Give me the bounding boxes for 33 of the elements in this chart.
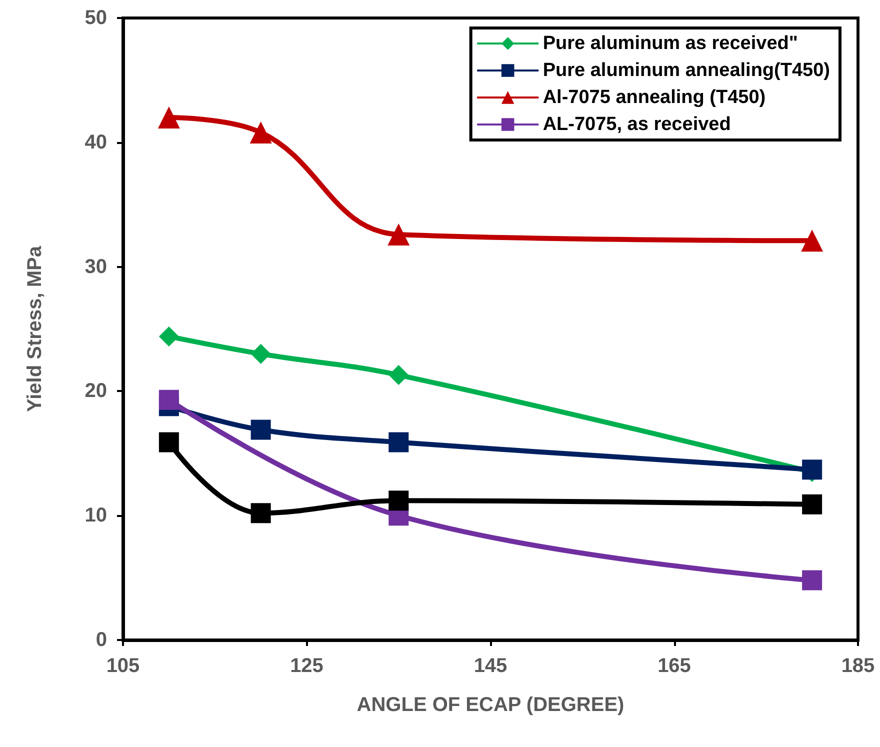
point [158, 326, 179, 346]
legend-label: AL-7075, as received [542, 114, 731, 135]
x-tick-label: 105 [106, 655, 140, 677]
point [250, 121, 272, 144]
y-tick-label: 40 [84, 131, 107, 154]
point [802, 460, 822, 480]
y-tick-label: 0 [96, 629, 107, 651]
point [250, 420, 271, 440]
point [802, 570, 822, 590]
x-tick-label: 125 [290, 655, 324, 677]
x-tick-label: 145 [474, 655, 508, 677]
point [388, 432, 409, 452]
y-tick-label: 30 [84, 256, 107, 278]
y-axis-title: Yield Stress, MPa [24, 245, 46, 412]
point [388, 365, 409, 386]
point [802, 494, 822, 514]
point [158, 106, 180, 129]
legend-label: Pure aluminum as received" [542, 33, 798, 54]
x-axis-title: ANGLE OF ECAP (DEGREE) [356, 694, 624, 716]
y-tick-label: 10 [84, 504, 107, 527]
point [388, 490, 409, 511]
point [158, 432, 179, 452]
x-tick-label: 165 [658, 655, 691, 677]
point [158, 390, 179, 410]
x-tick-label: 185 [841, 655, 875, 677]
point [250, 503, 271, 524]
y-tick-label: 50 [84, 7, 107, 29]
point [801, 230, 824, 252]
point [250, 344, 271, 364]
legend-label: Al-7075 annealing (T450) [542, 87, 766, 108]
point [388, 223, 410, 246]
legend-label: Pure aluminum annealing(T450) [542, 60, 830, 81]
y-tick-label: 20 [84, 380, 107, 402]
